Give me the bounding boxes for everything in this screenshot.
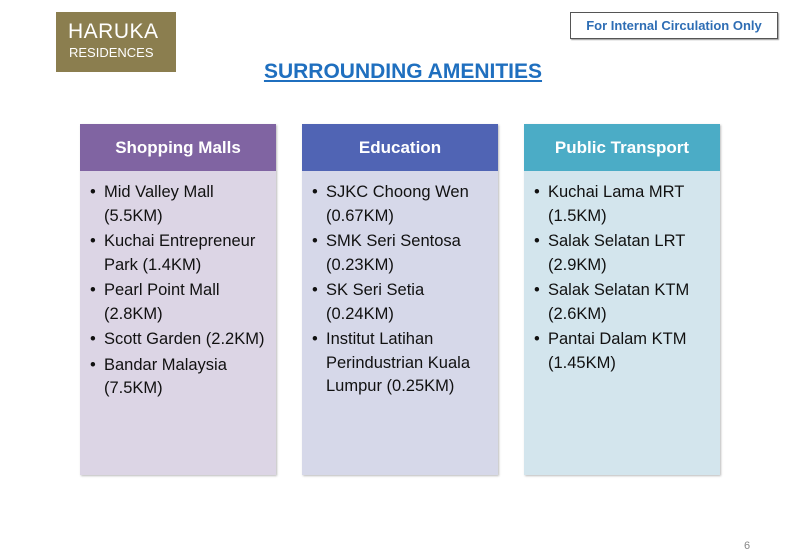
list-item: SJKC Choong Wen (0.67KM) bbox=[312, 181, 492, 228]
internal-circulation-notice: For Internal Circulation Only bbox=[570, 12, 778, 39]
column-header: Public Transport bbox=[524, 124, 720, 171]
page-title: SURROUNDING AMENITIES bbox=[263, 60, 543, 83]
list-item: Bandar Malaysia (7.5KM) bbox=[90, 354, 270, 401]
amenity-list: SJKC Choong Wen (0.67KM)SMK Seri Sentosa… bbox=[302, 171, 498, 399]
list-item: Kuchai Lama MRT (1.5KM) bbox=[534, 181, 714, 228]
haruka-logo: HARUKA RESIDENCES bbox=[56, 12, 176, 72]
column-public-transport: Public Transport Kuchai Lama MRT (1.5KM)… bbox=[524, 124, 720, 475]
column-header: Shopping Malls bbox=[80, 124, 276, 171]
list-item: Kuchai Entrepreneur Park (1.4KM) bbox=[90, 230, 270, 277]
column-shopping-malls: Shopping Malls Mid Valley Mall (5.5KM)Ku… bbox=[80, 124, 276, 475]
page-number: 6 bbox=[744, 540, 751, 552]
list-item: SMK Seri Sentosa (0.23KM) bbox=[312, 230, 492, 277]
list-item: Mid Valley Mall (5.5KM) bbox=[90, 181, 270, 228]
amenity-list: Kuchai Lama MRT (1.5KM)Salak Selatan LRT… bbox=[524, 171, 720, 375]
list-item: Pearl Point Mall (2.8KM) bbox=[90, 279, 270, 326]
list-item: Salak Selatan LRT (2.9KM) bbox=[534, 230, 714, 277]
column-education: Education SJKC Choong Wen (0.67KM)SMK Se… bbox=[302, 124, 498, 475]
amenity-list: Mid Valley Mall (5.5KM)Kuchai Entreprene… bbox=[80, 171, 276, 401]
list-item: Pantai Dalam KTM (1.45KM) bbox=[534, 328, 714, 375]
column-header: Education bbox=[302, 124, 498, 171]
list-item: Salak Selatan KTM (2.6KM) bbox=[534, 279, 714, 326]
list-item: Scott Garden (2.2KM) bbox=[90, 328, 270, 352]
logo-line1: HARUKA bbox=[68, 20, 159, 43]
logo-line2: RESIDENCES bbox=[69, 45, 154, 60]
list-item: Institut Latihan Perindustrian Kuala Lum… bbox=[312, 328, 492, 399]
list-item: SK Seri Setia (0.24KM) bbox=[312, 279, 492, 326]
